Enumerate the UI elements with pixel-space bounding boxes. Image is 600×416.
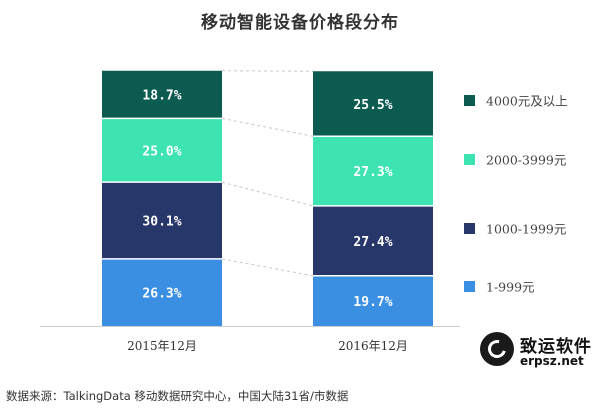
watermark-name: 致运软件 [520, 337, 592, 357]
legend-label: 1000-1999元 [486, 222, 566, 237]
watermark-url: erpsz.net [520, 354, 584, 368]
legend: 4000元及以上 2000-3999元 1000-1999元 1-999元 [464, 94, 568, 295]
bar-segment [313, 71, 433, 137]
legend-swatch [464, 95, 475, 106]
legend-swatch [464, 223, 475, 234]
bar-segment [102, 70, 222, 119]
x-tick-label: 2016年12月 [338, 339, 408, 353]
chart-title: 移动智能设备价格段分布 [201, 13, 399, 33]
legend-label: 1-999元 [486, 280, 535, 295]
x-tick-label: 2015年12月 [127, 339, 197, 353]
legend-swatch [464, 154, 475, 165]
connector-lines [221, 70, 314, 277]
data-label: 27.4% [353, 235, 392, 250]
watermark: 致运软件 erpsz.net [480, 330, 598, 380]
connector-line [221, 117, 314, 137]
connector-line [221, 258, 314, 277]
bar-segment [102, 258, 222, 326]
connector-line [221, 181, 314, 207]
bar-segment [313, 136, 433, 206]
legend-label: 4000元及以上 [486, 94, 568, 109]
bar-segment [313, 275, 433, 326]
watermark-logo-icon [480, 332, 514, 366]
data-label: 25.0% [142, 144, 181, 159]
source-note: 数据来源：TalkingData 移动数据研究中心，中国大陆31省/市数据 [6, 389, 349, 403]
data-label: 26.3% [142, 286, 181, 301]
legend-swatch [464, 281, 475, 292]
data-label: 30.1% [142, 215, 181, 230]
bar-segment [102, 182, 222, 259]
data-label: 25.5% [353, 98, 392, 113]
data-label: 19.7% [353, 295, 392, 310]
data-label: 18.7% [142, 89, 181, 104]
connector-line [221, 70, 314, 72]
bars: 26.3% 30.1% 25.0% 18.7% 19.7% 27.4% 27.3% 25.5% [102, 70, 433, 326]
legend-label: 2000-3999元 [486, 153, 566, 168]
bar-segment [102, 118, 222, 183]
data-label: 27.3% [353, 165, 392, 180]
bar-segment [313, 205, 433, 276]
x-axis: 2015年12月 2016年12月 [40, 326, 460, 353]
